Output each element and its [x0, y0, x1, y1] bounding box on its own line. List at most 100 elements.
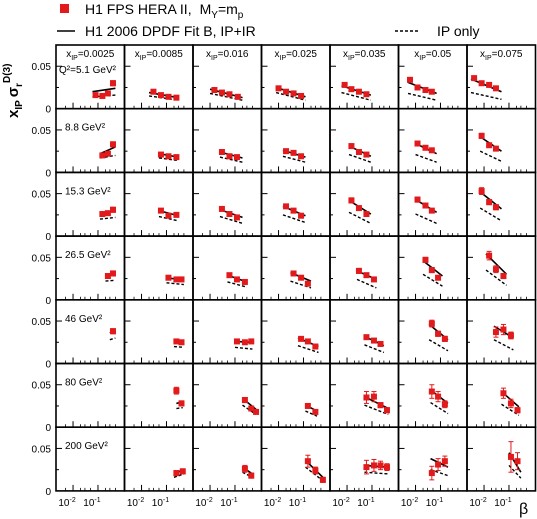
data-point: [363, 91, 370, 98]
ip-only-curve: [173, 345, 184, 349]
data-point: [312, 343, 319, 350]
ip-only-curve: [348, 153, 372, 163]
data-point: [178, 276, 185, 283]
xip-label: xIP=0.075: [480, 49, 523, 62]
panel-frame: [397, 298, 468, 365]
ip-only-curve: [430, 401, 449, 415]
ip-only-curve: [479, 207, 502, 222]
data-point: [165, 93, 172, 100]
ip-only-curve: [428, 339, 449, 352]
data-point: [290, 207, 297, 214]
y-axis-title: xIPσrD(3): [2, 64, 25, 118]
ip-only-curve: [290, 280, 312, 289]
data-point: [298, 212, 305, 219]
legend-ip-label: IP only: [437, 23, 480, 39]
data-point: [253, 408, 260, 415]
q2-label: 8.8 GeV²: [65, 123, 106, 134]
data-point: [492, 85, 499, 92]
data-point: [492, 145, 499, 152]
data-point: [233, 154, 240, 161]
data-point: [370, 337, 377, 344]
data-point: [248, 338, 255, 345]
panel-frame: [329, 171, 400, 237]
data-point: [157, 92, 164, 99]
panel-frame: [329, 235, 400, 301]
data-point: [226, 211, 233, 218]
data-point: [348, 143, 355, 150]
data-point: [109, 206, 116, 213]
data-point: [428, 207, 435, 214]
data-point: [435, 330, 442, 337]
y-tick-label: 0.05: [32, 317, 52, 328]
ip-only-curve: [415, 153, 437, 163]
data-point: [283, 148, 290, 155]
xip-label: xIP=0.025: [275, 49, 318, 62]
ip-only-curve: [242, 471, 253, 478]
data-point: [492, 204, 499, 211]
ip-only-curve: [479, 150, 502, 162]
q2-label: 200 GeV²: [65, 441, 108, 452]
ip-only-curve: [485, 269, 507, 286]
q2-label: 15.3 GeV²: [65, 186, 111, 197]
data-point: [507, 400, 514, 407]
data-point: [173, 387, 180, 394]
data-point: [441, 458, 448, 465]
data-point: [428, 320, 435, 327]
data-point: [407, 76, 414, 83]
panel-frame: [260, 298, 331, 365]
y-tick-label: 0.05: [32, 62, 52, 73]
data-point: [233, 338, 240, 345]
x-tick-label: 10-2: [127, 497, 144, 509]
data-point: [355, 88, 362, 95]
q2-label: 46 GeV²: [65, 314, 103, 325]
x-tick-label: 10-1: [83, 497, 100, 509]
data-point: [241, 465, 248, 472]
data-point: [173, 211, 180, 218]
panel-frame: [397, 107, 468, 174]
data-point: [435, 393, 442, 400]
data-point: [363, 394, 370, 401]
data-point: [355, 149, 362, 156]
data-point: [173, 154, 180, 161]
panel-frame: [397, 171, 468, 237]
data-point: [348, 197, 355, 204]
panel-frame: [192, 426, 263, 492]
data-point: [150, 88, 157, 95]
ip-only-curve: [234, 346, 253, 350]
data-point: [104, 210, 111, 217]
data-point: [377, 402, 384, 409]
data-point: [211, 87, 218, 94]
data-point: [241, 339, 248, 346]
y-tick-label: 0: [45, 487, 51, 498]
data-point: [370, 276, 377, 283]
panel-frame: [260, 426, 331, 492]
data-point: [165, 274, 172, 281]
ip-only-curve: [422, 273, 443, 287]
panel-frame: [55, 362, 126, 429]
y-tick-label: 0.05: [32, 126, 52, 137]
xip-label: xIP=0.035: [343, 49, 386, 62]
panel-frame: [260, 235, 331, 301]
panel-frame: [192, 171, 263, 237]
ip-only-curve: [242, 404, 257, 416]
panel-frame: [260, 362, 331, 429]
x-tick-label: 10-1: [152, 497, 169, 509]
ip-only-curve: [297, 344, 319, 354]
y-tick-label: 0: [45, 232, 51, 243]
y-tick-label: 0: [45, 168, 51, 179]
ip-only-curve: [305, 410, 318, 417]
data-point: [370, 462, 377, 469]
data-point: [109, 80, 116, 87]
data-point: [241, 278, 248, 285]
data-point: [363, 272, 370, 279]
x-tick-label: 10-1: [220, 497, 237, 509]
x-tick-label: 10-2: [195, 497, 212, 509]
xip-label: xIP=0.0085: [135, 49, 183, 62]
data-point: [179, 468, 186, 475]
panel-frame: [192, 107, 263, 174]
data-point: [377, 462, 384, 469]
data-point: [478, 132, 485, 139]
data-point: [248, 472, 255, 479]
data-point: [414, 84, 421, 91]
